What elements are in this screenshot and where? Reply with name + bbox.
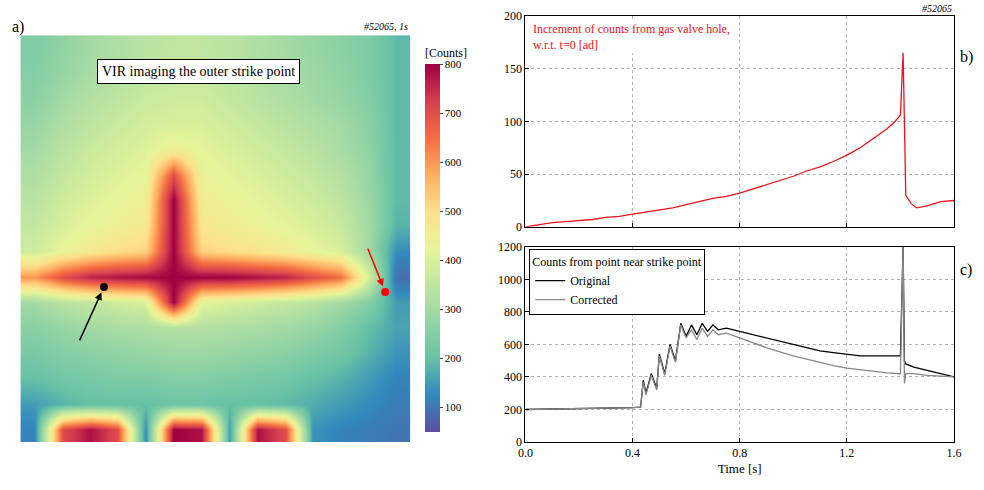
- svg-text:c): c): [960, 261, 972, 279]
- svg-text:a): a): [12, 18, 24, 36]
- svg-text:1.6: 1.6: [947, 446, 962, 460]
- svg-text:800: 800: [445, 58, 462, 70]
- svg-text:100: 100: [445, 401, 462, 413]
- svg-text:Original: Original: [570, 274, 611, 288]
- svg-text:1200: 1200: [498, 240, 522, 254]
- svg-text:400: 400: [504, 370, 522, 384]
- svg-text:b): b): [960, 48, 973, 66]
- svg-text:800: 800: [504, 305, 522, 319]
- svg-text:50: 50: [510, 167, 522, 181]
- svg-text:200: 200: [504, 9, 522, 23]
- svg-text:VIR imaging the outer strike p: VIR imaging the outer strike point: [102, 64, 295, 79]
- svg-text:200: 200: [445, 352, 462, 364]
- svg-text:1000: 1000: [498, 273, 522, 287]
- svg-text:700: 700: [445, 107, 462, 119]
- svg-text:0.8: 0.8: [732, 446, 747, 460]
- svg-text:200: 200: [504, 403, 522, 417]
- svg-text:500: 500: [445, 205, 462, 217]
- svg-text:0: 0: [516, 220, 522, 234]
- svg-text:0.4: 0.4: [625, 446, 640, 460]
- svg-text:400: 400: [445, 254, 462, 266]
- svg-text:Counts from point near strike: Counts from point near strike point: [532, 255, 702, 269]
- svg-text:Increment of counts from gas v: Increment of counts from gas valve hole,…: [533, 22, 730, 52]
- svg-text:#52065, 1s: #52065, 1s: [364, 21, 408, 32]
- svg-text:600: 600: [445, 156, 462, 168]
- svg-text:Corrected: Corrected: [570, 293, 617, 307]
- svg-text:300: 300: [445, 303, 462, 315]
- svg-text:Time [s]: Time [s]: [718, 461, 762, 476]
- svg-text:#52065: #52065: [922, 3, 952, 14]
- svg-text:100: 100: [504, 115, 522, 129]
- svg-text:1.2: 1.2: [839, 446, 854, 460]
- svg-text:0: 0: [516, 435, 522, 449]
- svg-text:[Counts]: [Counts]: [425, 46, 467, 60]
- svg-text:150: 150: [504, 62, 522, 76]
- svg-text:600: 600: [504, 338, 522, 352]
- svg-text:0.0: 0.0: [518, 446, 533, 460]
